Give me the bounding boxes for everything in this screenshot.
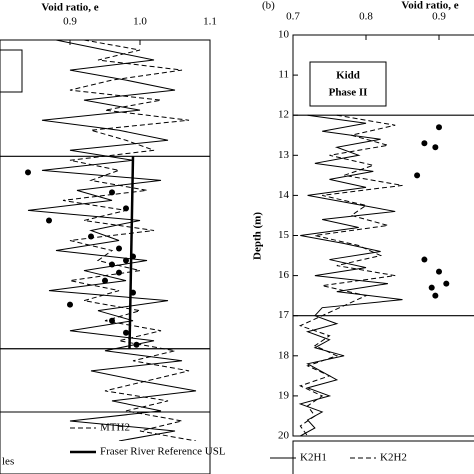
legend-label: K2H1 [300,452,327,464]
data-point [123,329,129,336]
y-tick-label: 19 [278,389,290,401]
data-point [116,245,122,252]
box-text: Kidd [336,70,360,82]
data-point [428,284,435,291]
x-tick-label: 1.1 [203,16,217,28]
data-point [414,172,421,179]
plot-area [0,40,210,441]
profile-line [298,114,403,436]
data-point [67,301,73,308]
y-tick-label: 10 [278,29,290,41]
profile-line [128,156,135,349]
data-point [436,268,442,275]
y-tick-label: 14 [278,189,290,201]
data-point [116,269,122,276]
legend-label: MTH2 [100,422,130,434]
x-axis-title: Void ratio, e [41,2,98,14]
legend-text: les [2,456,14,468]
data-point [123,205,129,212]
y-tick-label: 16 [278,269,290,281]
data-point [421,256,428,263]
legend-label: Fraser River Reference USL [100,446,226,458]
profile-line [298,114,403,436]
label-box [0,49,23,93]
data-point [443,280,450,287]
box-text: Phase II [329,87,368,99]
y-tick-label: 18 [278,349,290,361]
panel-label: (b) [262,0,275,12]
data-point [109,317,115,324]
x-axis-title: Void ratio, e [401,0,458,12]
data-point [130,253,136,260]
data-point [109,189,115,196]
data-point [109,261,115,268]
y-tick-label: 15 [278,229,290,241]
data-point [88,233,94,240]
x-tick-label: 0.9 [63,16,77,28]
x-tick-label: 1.0 [133,16,147,28]
y-tick-label: 11 [278,69,289,81]
y-axis-title: Depth (m) [252,212,264,260]
data-point [432,292,439,299]
profile-line [27,40,197,441]
plot-area [293,114,474,436]
x-tick-label: 0.9 [432,11,446,23]
profile-line [62,40,197,441]
data-point [130,289,136,296]
data-point [123,257,129,264]
y-tick-label: 20 [278,430,290,442]
data-point [133,341,140,348]
legend-box [292,440,474,474]
data-point [46,217,52,224]
x-tick-label: 0.8 [359,11,373,23]
legend-label: K2H2 [380,452,407,464]
data-point [25,169,31,176]
label-box [309,61,387,107]
y-tick-label: 12 [278,109,289,121]
y-tick-label: 17 [278,309,290,321]
x-tick-label: 0.7 [286,11,300,23]
data-point [421,140,428,147]
data-point [436,124,442,131]
data-point [102,277,108,284]
data-point [432,144,439,151]
y-tick-label: 13 [278,149,290,161]
